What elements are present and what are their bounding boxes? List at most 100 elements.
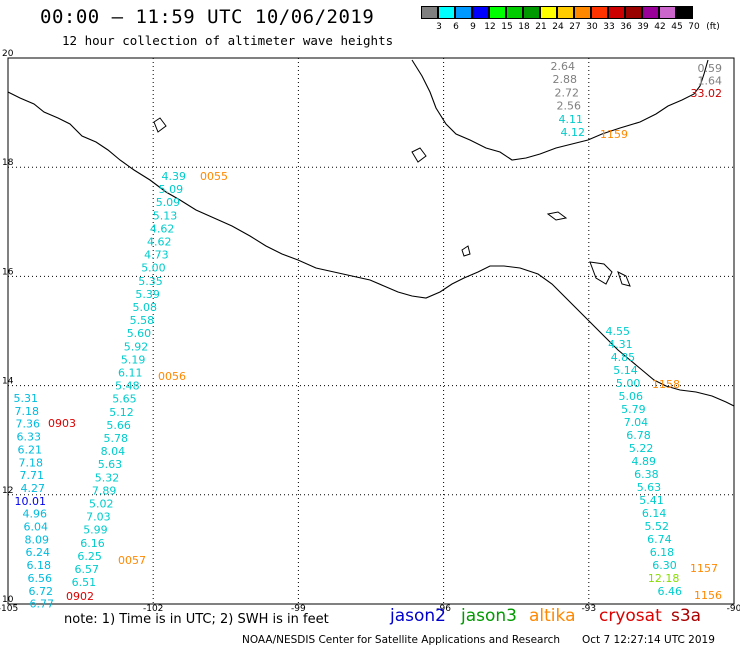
lat-tick-label: 18	[2, 158, 14, 168]
legend-label: 45	[671, 22, 683, 32]
swh-value: 33.02	[691, 87, 723, 100]
legend-label: 24	[552, 22, 564, 32]
swh-value: 6.78	[626, 429, 651, 442]
legend-label: 15	[501, 22, 513, 32]
swh-value: 4.62	[147, 236, 172, 249]
generated-timestamp: Oct 7 12:27:14 UTC 2019	[582, 634, 715, 646]
satellite-label-jason3: jason3	[461, 606, 517, 626]
swh-value: 5.14	[613, 364, 638, 377]
legend-swatch	[574, 6, 591, 19]
legend-label: 33	[603, 22, 615, 32]
swh-value: 4.39	[162, 170, 187, 183]
track-time-label: 1158	[652, 378, 680, 391]
track-time-label: 1159	[600, 128, 628, 141]
swh-value: 7.18	[15, 405, 40, 418]
island-4	[546, 211, 568, 221]
coastline	[7, 59, 735, 407]
legend-swatch	[659, 6, 676, 19]
legend-swatch	[625, 6, 642, 19]
legend-label: 3	[436, 22, 442, 32]
legend-label: 36	[620, 22, 632, 32]
swh-value: 6.38	[634, 468, 659, 481]
lat-lon-grid	[8, 58, 734, 604]
altimeter-tracks: 4.395.095.095.134.624.624.735.005.355.39…	[14, 60, 723, 611]
legend-label: 9	[470, 22, 476, 32]
swh-value: 5.19	[121, 353, 146, 366]
swh-value: 4.55	[606, 325, 631, 338]
swh-value: 0.59	[698, 62, 723, 75]
lat-tick-label: 10	[2, 595, 14, 605]
swh-value: 2.56	[557, 100, 582, 113]
swh-value: 6.24	[26, 546, 51, 559]
swh-value: 7.71	[20, 469, 45, 482]
legend-label: 18	[518, 22, 530, 32]
swh-value: 7.18	[19, 456, 44, 469]
swh-value: 6.30	[652, 559, 677, 572]
island-6	[617, 271, 631, 287]
swh-value: 8.09	[25, 533, 50, 546]
swh-value: 5.00	[616, 377, 641, 390]
swh-value: 5.65	[112, 393, 137, 406]
track-time-label: 0902	[66, 590, 94, 603]
swh-value: 6.18	[650, 546, 675, 559]
swh-value: 5.12	[109, 406, 134, 419]
swh-value: 7.04	[624, 416, 649, 429]
swh-value: 5.63	[637, 481, 662, 494]
swh-value: 5.22	[629, 442, 654, 455]
legend-swatch	[642, 6, 659, 19]
swh-value: 2.88	[553, 73, 578, 86]
swh-value: 7.89	[92, 484, 117, 497]
swh-value: 4.12	[561, 126, 586, 139]
swh-value: 6.74	[647, 533, 672, 546]
legend-label: 70	[688, 22, 700, 32]
legend-swatch	[489, 6, 506, 19]
legend-swatch	[557, 6, 574, 19]
track-time-label: 1157	[690, 562, 718, 575]
lat-tick-label: 20	[2, 49, 14, 59]
swh-value: 4.85	[611, 351, 636, 364]
island-3	[589, 261, 613, 285]
swh-value: 12.18	[648, 572, 680, 585]
swh-value: 5.60	[127, 327, 152, 340]
footer-note: note: 1) Time is in UTC; 2) SWH is in fe…	[64, 612, 329, 627]
swh-value: 5.00	[141, 262, 166, 275]
legend-label: 12	[484, 22, 496, 32]
legend-swatch	[540, 6, 557, 19]
legend-swatch	[421, 6, 438, 19]
swh-value: 5.39	[135, 288, 160, 301]
swh-value: 6.33	[17, 431, 42, 444]
island-2	[461, 245, 471, 257]
swh-value: 5.66	[106, 419, 131, 432]
swh-value: 5.09	[156, 196, 181, 209]
swh-value: 4.31	[608, 338, 633, 351]
lon-tick-label: -90	[727, 604, 740, 614]
swh-value: 5.99	[83, 524, 108, 537]
coastline-mexico	[7, 91, 735, 407]
lat-tick-label: 16	[2, 267, 14, 277]
credit-line: NOAA/NESDIS Center for Satellite Applica…	[242, 634, 560, 646]
swh-value: 6.77	[30, 598, 55, 611]
swh-value: 4.96	[23, 508, 48, 521]
coastline-gulf	[411, 59, 709, 161]
satellite-label-cryosat: cryosat	[599, 606, 662, 626]
swh-value: 6.14	[642, 507, 667, 520]
swh-value: 6.11	[118, 367, 143, 380]
legend-label: 27	[569, 22, 581, 32]
swh-value: 4.73	[144, 249, 169, 262]
legend-label: 42	[654, 22, 666, 32]
legend-swatch	[523, 6, 540, 19]
legend-swatch	[591, 6, 608, 19]
swh-value: 6.56	[28, 572, 53, 585]
swh-value: 5.02	[89, 498, 114, 511]
legend-label: 30	[586, 22, 598, 32]
swh-value: 5.58	[130, 314, 155, 327]
swh-value: 6.57	[75, 563, 100, 576]
swh-value: 6.72	[29, 585, 54, 598]
axis-labels: -105 -102 -99 -96 -93 -90 20 18 16 14 12 10	[0, 49, 740, 614]
legend-label: 39	[637, 22, 649, 32]
swh-value: 6.04	[24, 521, 49, 534]
swh-value: 6.25	[77, 550, 102, 563]
lon-tick-label: -102	[143, 604, 163, 614]
swh-value: 5.32	[95, 471, 120, 484]
track-time-label: 0057	[118, 554, 146, 567]
